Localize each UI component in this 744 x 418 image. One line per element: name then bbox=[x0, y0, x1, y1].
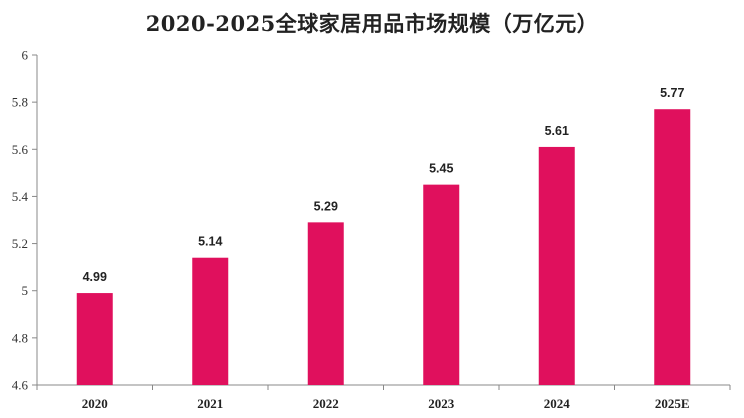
bar bbox=[307, 222, 344, 385]
y-axis: 4.6 4.8 5 5.2 5.4 5.6 5.8 6 bbox=[12, 48, 38, 393]
y-tick-label: 5 bbox=[22, 283, 29, 298]
data-label: 4.99 bbox=[83, 270, 107, 284]
data-label: 5.14 bbox=[198, 235, 222, 249]
bar bbox=[538, 146, 575, 385]
y-tick-label: 4.6 bbox=[12, 378, 29, 393]
bar bbox=[76, 293, 113, 385]
y-tick-label: 6 bbox=[22, 48, 29, 63]
y-tick-label: 4.8 bbox=[12, 330, 28, 345]
y-tick-label: 5.8 bbox=[12, 95, 28, 110]
x-tick-label: 2020 bbox=[82, 396, 108, 411]
x-tick-label: 2021 bbox=[197, 396, 223, 411]
bar bbox=[654, 109, 691, 385]
data-labels: 4.99 5.14 5.29 5.45 5.61 5.77 bbox=[83, 86, 685, 284]
data-label: 5.61 bbox=[545, 124, 569, 138]
x-tick-label: 2022 bbox=[313, 396, 339, 411]
data-label: 5.77 bbox=[660, 86, 684, 100]
y-tick-label: 5.2 bbox=[12, 236, 28, 251]
data-label: 5.45 bbox=[429, 162, 453, 176]
y-tick-label: 5.6 bbox=[12, 142, 29, 157]
x-tick-label: 2023 bbox=[428, 396, 455, 411]
x-tick-label: 2024 bbox=[544, 396, 571, 411]
bar bbox=[192, 257, 229, 385]
chart-title: 2020-2025全球家居用品市场规模（万亿元） bbox=[145, 11, 599, 36]
x-axis: 2020 2021 2022 2023 2024 2025E bbox=[36, 384, 731, 411]
data-label: 5.29 bbox=[314, 199, 338, 213]
bars bbox=[76, 109, 691, 385]
y-tick-label: 5.4 bbox=[12, 189, 29, 204]
x-tick-label: 2025E bbox=[655, 396, 690, 411]
bar bbox=[423, 184, 460, 385]
